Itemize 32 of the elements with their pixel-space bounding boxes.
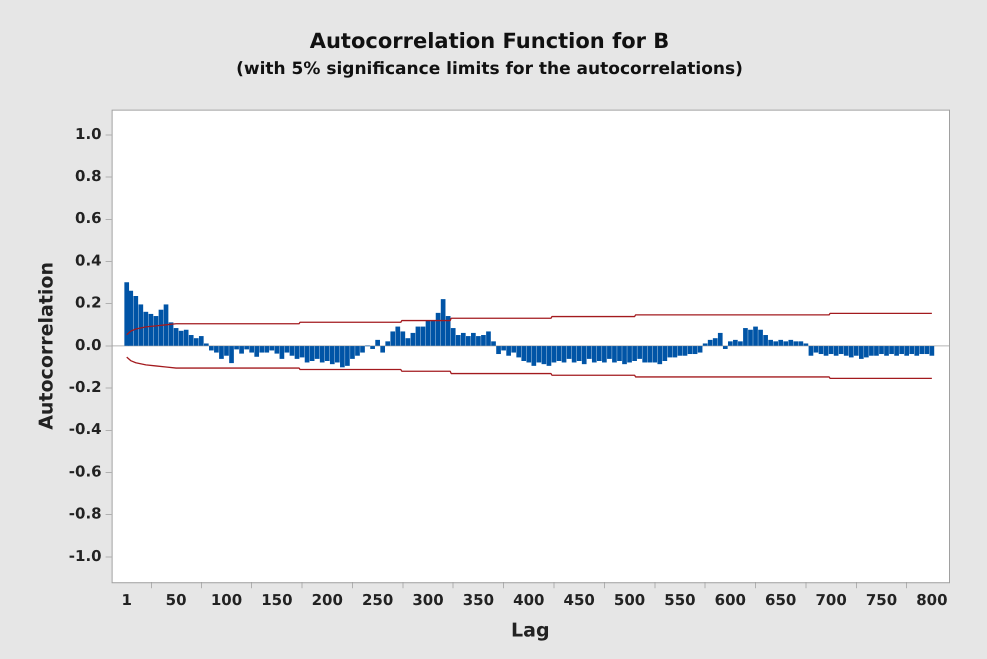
y-tick-label: -0.2 — [68, 378, 102, 396]
x-tick-label: 50 — [166, 591, 187, 610]
chart-subtitle: (with 5% significance limits for the autocorrelations) — [236, 58, 743, 79]
y-tick-label: 1.0 — [75, 124, 102, 143]
x-tick-label: 150 — [261, 591, 293, 610]
x-tick-label: 200 — [312, 591, 343, 610]
y-tick-label: -0.4 — [68, 420, 102, 438]
y-tick-label: 0.0 — [75, 336, 102, 354]
y-tick-label: 0.2 — [75, 294, 102, 312]
x-tick-label: 1 — [121, 591, 132, 610]
y-tick-label: -0.8 — [68, 504, 102, 523]
x-tick-label: 750 — [866, 591, 898, 610]
y-tick-label: 0.4 — [75, 251, 102, 270]
x-tick-label: 650 — [765, 591, 796, 610]
y-tick-label: -1.0 — [68, 546, 102, 565]
x-tick-label: 250 — [362, 591, 394, 610]
x-tick-label: 100 — [210, 591, 242, 610]
x-axis-title: Lag — [511, 620, 550, 642]
x-tick-label: 350 — [462, 591, 494, 610]
y-tick-label: -0.6 — [68, 462, 102, 480]
x-tick-label: 800 — [916, 591, 948, 610]
x-tick-label: 550 — [664, 591, 696, 610]
y-axis-title: Autocorrelation — [35, 262, 58, 430]
x-tick-label: 700 — [815, 591, 847, 610]
x-tick-label: 450 — [564, 591, 595, 610]
y-tick-label: 0.6 — [75, 209, 102, 228]
y-tick-label: 0.8 — [75, 167, 102, 186]
chart-title: Autocorrelation Function for B — [310, 29, 670, 54]
x-tick-label: 600 — [714, 591, 746, 610]
x-tick-label: 500 — [614, 591, 646, 610]
x-tick-label: 300 — [412, 591, 444, 610]
x-tick-label: 400 — [513, 591, 544, 610]
